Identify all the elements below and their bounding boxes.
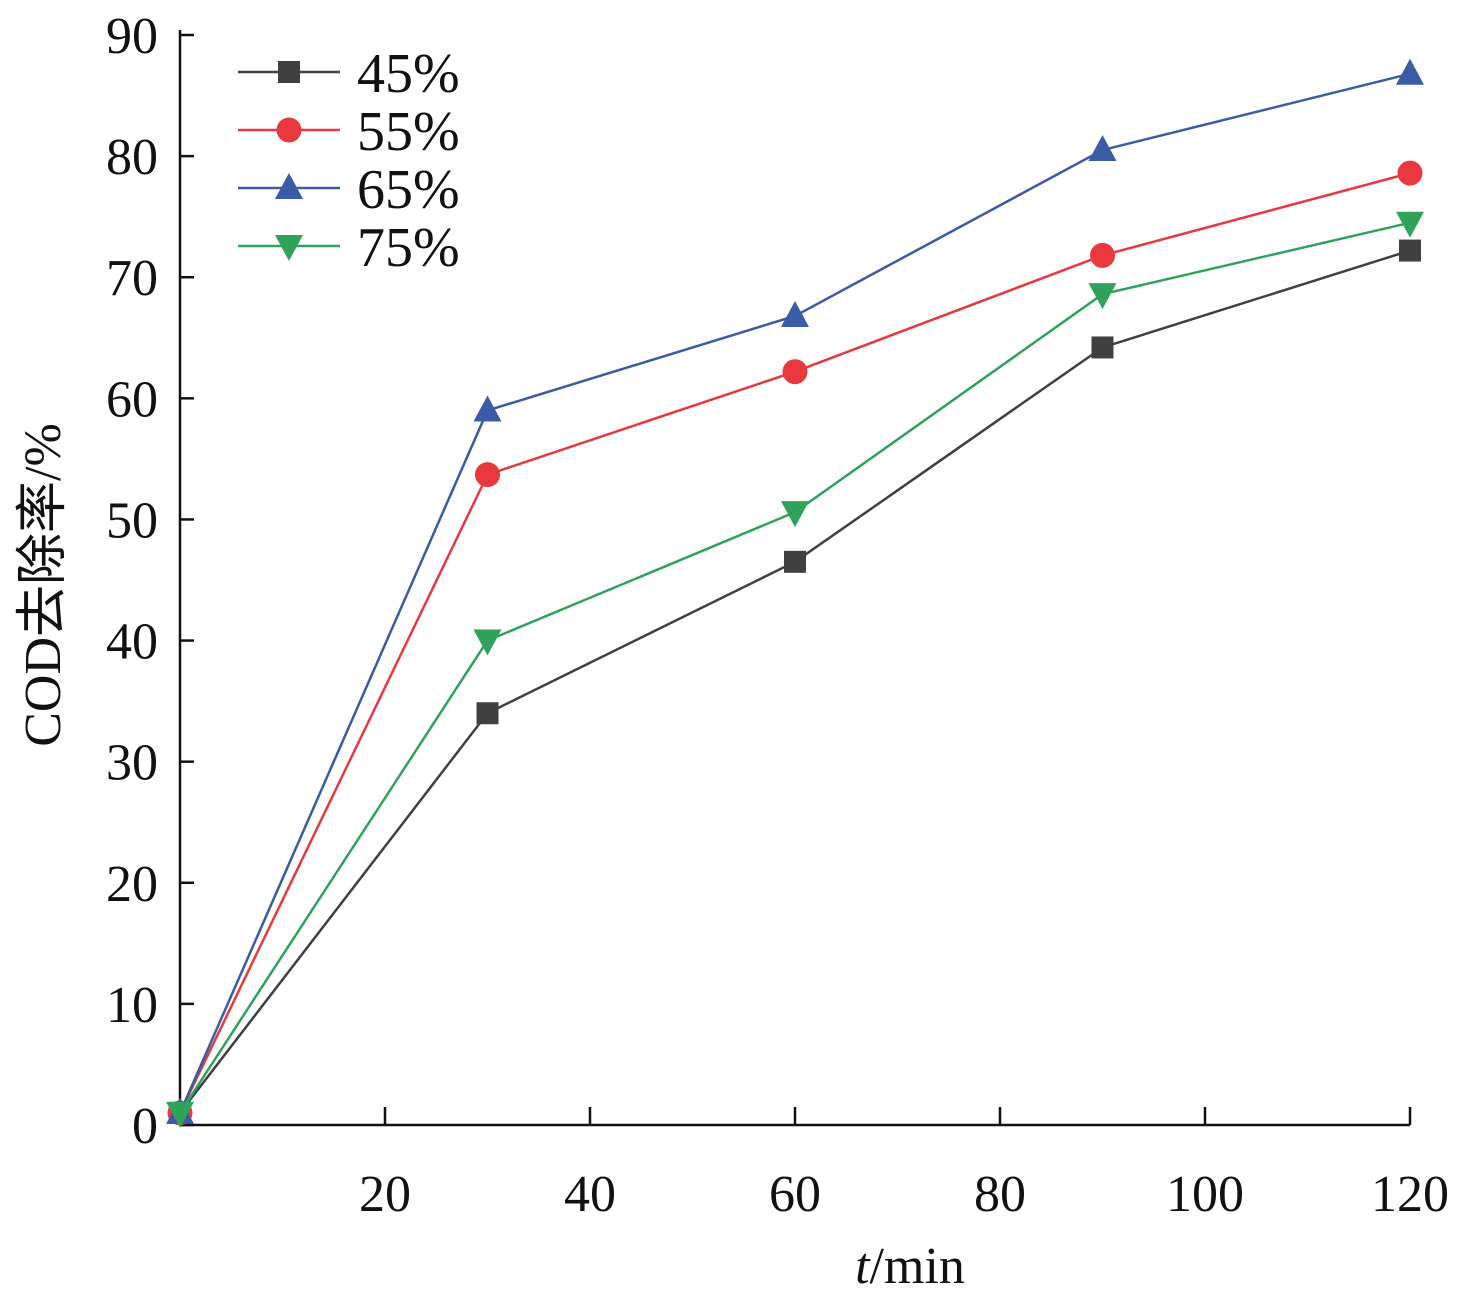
y-tick-label: 70: [106, 250, 158, 307]
data-point: [1088, 135, 1117, 162]
legend-marker: [275, 173, 303, 199]
data-point: [781, 300, 809, 327]
legend-label: 65%: [357, 159, 460, 221]
legend-label: 55%: [357, 101, 460, 163]
y-axis-title: COD去除率/%: [15, 423, 72, 747]
data-point: [473, 395, 502, 422]
data-point: [476, 702, 499, 725]
x-tick-label: 60: [769, 1166, 821, 1223]
data-point: [1396, 58, 1424, 85]
y-tick-label: 10: [106, 977, 158, 1034]
y-axis-ticks: 0 10 20 30 40 50 60 70 80 90: [106, 8, 194, 1155]
data-point: [781, 501, 809, 528]
series-line: [178, 221, 1411, 1114]
data-point: [1091, 336, 1114, 359]
y-tick-label: 60: [106, 371, 158, 428]
legend-entry: 75%: [238, 217, 460, 279]
x-axis-title: t/min: [855, 1238, 965, 1295]
x-axis-title-italic: t: [855, 1238, 871, 1295]
x-tick-label: 100: [1166, 1166, 1244, 1223]
series-triangle-up: [166, 58, 1424, 1124]
legend-label: 75%: [357, 217, 460, 279]
x-tick-label: 120: [1371, 1166, 1449, 1223]
x-tick-label: 40: [564, 1166, 616, 1223]
legend: 45%55%65%75%: [238, 43, 460, 279]
data-point: [1090, 242, 1115, 268]
data-point: [475, 462, 500, 488]
y-tick-label: 80: [106, 129, 158, 186]
legend-entry: 45%: [238, 43, 460, 105]
legend-entry: 65%: [238, 159, 460, 221]
data-point: [1396, 211, 1424, 238]
data-point: [784, 550, 806, 573]
y-tick-label: 30: [106, 735, 158, 792]
x-tick-label: 80: [974, 1166, 1026, 1223]
legend-marker: [275, 235, 303, 261]
x-tick-label: 20: [359, 1166, 411, 1223]
data-point: [473, 629, 502, 656]
y-tick-label: 40: [106, 614, 158, 671]
series-triangle-down: [166, 211, 1424, 1128]
y-tick-label: 20: [106, 856, 158, 913]
data-point: [1399, 239, 1421, 262]
plot-series: [166, 58, 1424, 1128]
y-tick-label: 0: [132, 1098, 158, 1155]
legend-label: 45%: [357, 43, 460, 105]
x-axis-ticks: 20 40 60 80 100 120: [359, 1107, 1449, 1223]
legend-entry: 55%: [238, 101, 460, 163]
data-point: [1397, 160, 1423, 186]
data-point: [166, 1101, 194, 1128]
legend-marker: [278, 61, 300, 83]
x-axis-title-unit: /min: [870, 1238, 965, 1295]
data-point: [782, 359, 808, 385]
data-point: [1088, 283, 1117, 310]
y-tick-label: 90: [106, 8, 158, 65]
legend-marker: [276, 117, 302, 143]
y-tick-label: 50: [106, 492, 158, 549]
